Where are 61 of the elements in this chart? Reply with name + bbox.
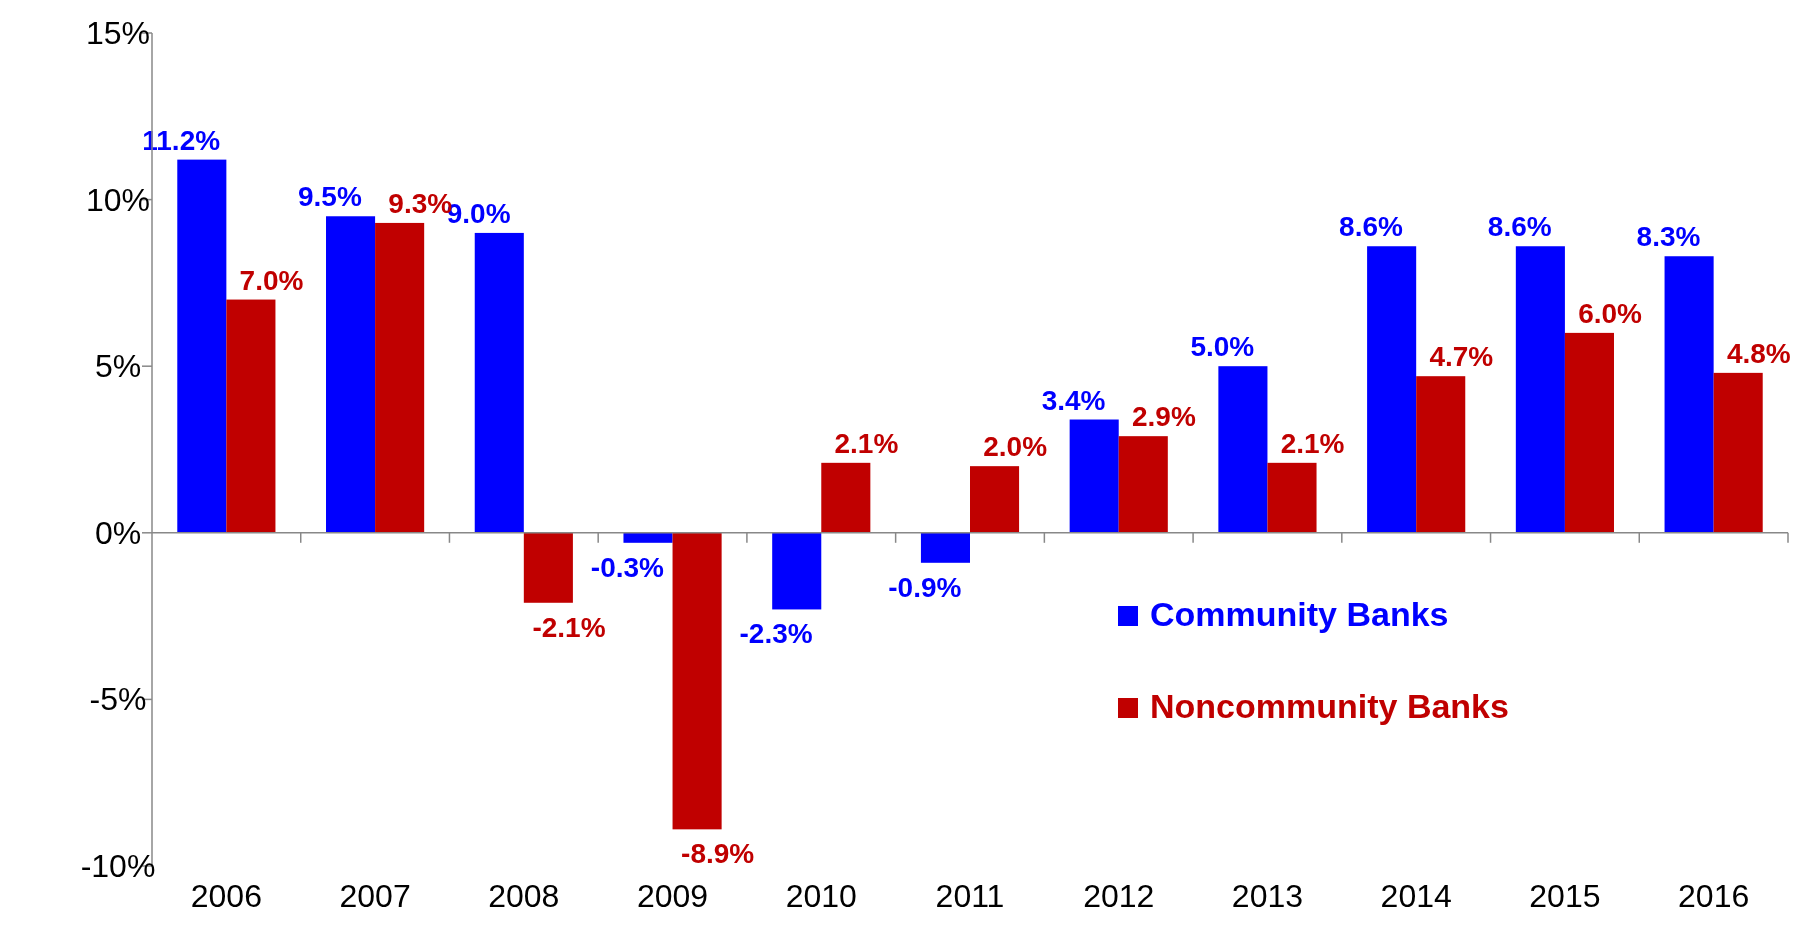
legend-label: Community Banks [1150,595,1449,633]
bar [821,462,871,533]
text: 7.0% [239,264,304,296]
y-tick-label: 10% [85,181,151,218]
bar [623,532,673,543]
x-tick-label: 2009 [636,878,709,914]
bar [970,466,1020,533]
bar [326,216,376,533]
bar [474,232,524,533]
bar [1664,256,1714,533]
text: 8.6% [1339,211,1403,243]
x-tick-label: 2013 [1231,878,1304,914]
x-tick-label: 2011 [935,878,1005,914]
x-tick-label: 2006 [190,878,262,914]
text: 8.6% [1487,211,1552,243]
bar [920,532,970,563]
bar [1367,246,1417,533]
y-tick-label: -10% [80,848,156,884]
text: -0.9% [888,571,962,603]
text: 9.5% [298,181,362,213]
y-tick-label: 0% [94,514,142,551]
bar [1218,366,1268,533]
bar [1267,462,1317,533]
text: 2.1% [834,427,899,459]
x-tick-label: 2007 [339,878,411,914]
x-tick-label: 2016 [1678,878,1750,914]
x-tick-label: 2010 [785,878,857,914]
text: 8.3% [1636,221,1701,253]
bar [1713,372,1763,533]
bar [1118,436,1168,533]
text: 2.1% [1280,427,1345,459]
bar [226,299,276,533]
text: 3.4% [1041,384,1106,416]
text: -2.1% [532,611,606,643]
bar [523,532,573,603]
text: -8.9% [681,838,755,870]
y-tick-label: 5% [94,348,142,385]
text: 4.8% [1726,337,1791,369]
bar [1069,419,1119,533]
legend-label: Noncommunity Banks [1150,687,1509,725]
x-tick-label: 2008 [488,878,560,914]
y-tick-label: -5% [89,681,147,718]
text: 4.7% [1429,341,1494,373]
bar [1515,246,1565,533]
text: 6.0% [1578,297,1642,329]
bar [672,532,722,830]
bar [1564,332,1614,533]
bar [177,159,227,533]
x-tick-label: 2014 [1380,878,1452,914]
x-tick-label: 2015 [1529,878,1601,914]
bar [375,222,425,533]
text: 2.0% [983,431,1048,463]
bar [1416,376,1466,533]
text: -2.3% [739,618,813,650]
x-tick-label: 2012 [1083,878,1155,914]
text: 5.0% [1190,331,1255,363]
text: 11.2% [142,124,221,156]
text: -0.3% [590,551,664,583]
text: 2.9% [1131,401,1196,433]
y-tick-label: 15% [85,15,151,51]
bar [772,532,822,610]
